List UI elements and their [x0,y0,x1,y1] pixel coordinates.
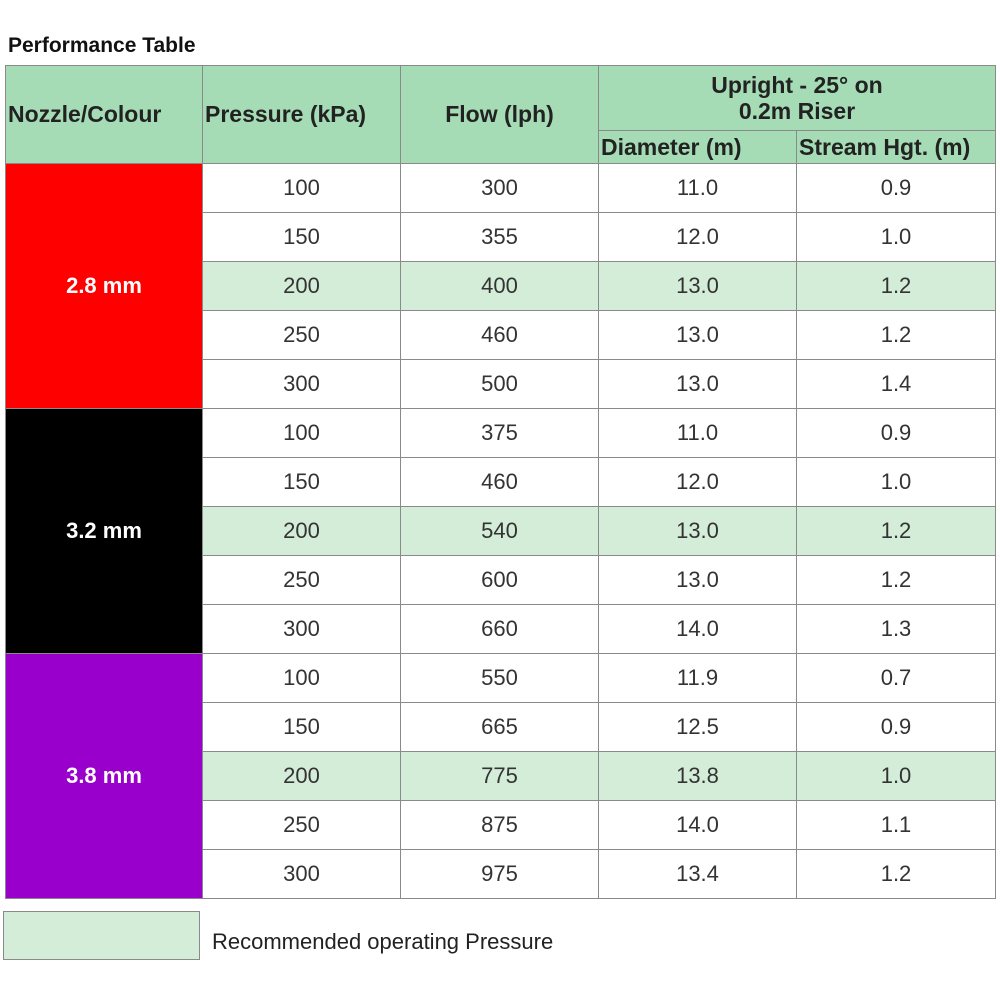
table-row: 3.8 mm 100 550 11.9 0.7 [5,653,996,899]
table-cell: 600 [400,555,599,605]
nozzle-cell: 3.8 mm [5,653,203,899]
column-header: Nozzle/Colour [5,65,203,164]
column-header: Pressure (kPa) [202,65,401,164]
table-cell: 500 [400,359,599,409]
table-cell: 1.2 [796,849,996,899]
group-header-text: Upright - 25° on 0.2m Riser [711,72,883,124]
table-cell: 12.0 [598,457,797,507]
table-cell: 1.2 [796,506,996,556]
table-cell: 13.0 [598,261,797,311]
table-row: 250 460 13.0 1.2 [6,310,996,360]
table-cell: 100 [202,163,401,213]
table-cell: 1.1 [796,800,996,850]
table-cell: 12.5 [598,702,797,752]
table-cell: 13.0 [598,359,797,409]
table-row: 250 600 13.0 1.2 [6,555,996,605]
table-cell: 150 [202,702,401,752]
table-cell: 540 [400,506,599,556]
table-cell: 1.3 [796,604,996,654]
table-cell: 1.4 [796,359,996,409]
table-cell: 13.0 [598,310,797,360]
table-cell: 1.0 [796,751,996,801]
legend-label: Recommended operating Pressure [212,929,554,954]
table-cell: 1.2 [796,310,996,360]
table-body: 2.8 mm 100 300 11.0 0.9 150 355 12.0 1.0 200 400 13… [5,163,996,899]
table-cell: 1.2 [796,261,996,311]
table-cell: 11.0 [598,163,797,213]
group-header: Upright - 25° on 0.2m Riser [598,65,996,131]
table-cell: 300 [202,359,401,409]
table-title: Performance Table [8,34,196,57]
table-cell: 200 [202,261,401,311]
table-cell: 13.8 [598,751,797,801]
table-cell: 14.0 [598,800,797,850]
table-cell: 150 [202,212,401,262]
table-row: 3.2 mm 100 375 11.0 0.9 [5,408,996,654]
table-cell: 14.0 [598,604,797,654]
column-header: Flow (lph) [400,65,599,164]
table-cell: 100 [202,653,401,703]
table-cell: 0.9 [796,163,996,213]
table-cell: 13.4 [598,849,797,899]
table-cell: 875 [400,800,599,850]
table-cell: 300 [400,163,599,213]
table-row: 300 660 14.0 1.3 [6,604,996,654]
table-cell: 355 [400,212,599,262]
table-cell: 300 [202,849,401,899]
sub-column-header: Diameter (m) [598,130,797,164]
table-row: 2.8 mm 100 300 11.0 0.9 [5,163,996,409]
table-row: 200 400 13.0 1.2 [6,261,996,311]
table-cell: 375 [400,408,599,458]
table-cell: 1.0 [796,457,996,507]
table-row: 300 500 13.0 1.4 [6,359,996,409]
table-cell: 775 [400,751,599,801]
table-cell: 11.0 [598,408,797,458]
table-cell: 0.9 [796,702,996,752]
table-cell: 250 [202,555,401,605]
performance-table: Nozzle/Colour Pressure (kPa) Flow (lph) … [5,65,996,899]
table-cell: 460 [400,310,599,360]
table-cell: 0.7 [796,653,996,703]
table-row: 150 665 12.5 0.9 [6,702,996,752]
table-cell: 13.0 [598,506,797,556]
table-cell: 460 [400,457,599,507]
table-cell: 12.0 [598,212,797,262]
legend-swatch [3,911,200,960]
table-cell: 200 [202,506,401,556]
table-cell: 550 [400,653,599,703]
table-cell: 660 [400,604,599,654]
table-cell: 400 [400,261,599,311]
table-cell: 250 [202,800,401,850]
table-row: 200 540 13.0 1.2 [6,506,996,556]
table-cell: 975 [400,849,599,899]
table-row: 150 460 12.0 1.0 [6,457,996,507]
table-cell: 665 [400,702,599,752]
table-cell: 300 [202,604,401,654]
table-row: 300 975 13.4 1.2 [6,849,996,899]
nozzle-cell: 3.2 mm [5,408,203,654]
table-cell: 1.0 [796,212,996,262]
table-cell: 13.0 [598,555,797,605]
table-cell: 200 [202,751,401,801]
table-cell: 100 [202,408,401,458]
nozzle-cell: 2.8 mm [5,163,203,409]
table-cell: 1.2 [796,555,996,605]
sub-column-header: Stream Hgt. (m) [796,130,996,164]
table-cell: 250 [202,310,401,360]
table-cell: 0.9 [796,408,996,458]
table-cell: 11.9 [598,653,797,703]
table-row: 200 775 13.8 1.0 [6,751,996,801]
table-cell: 150 [202,457,401,507]
